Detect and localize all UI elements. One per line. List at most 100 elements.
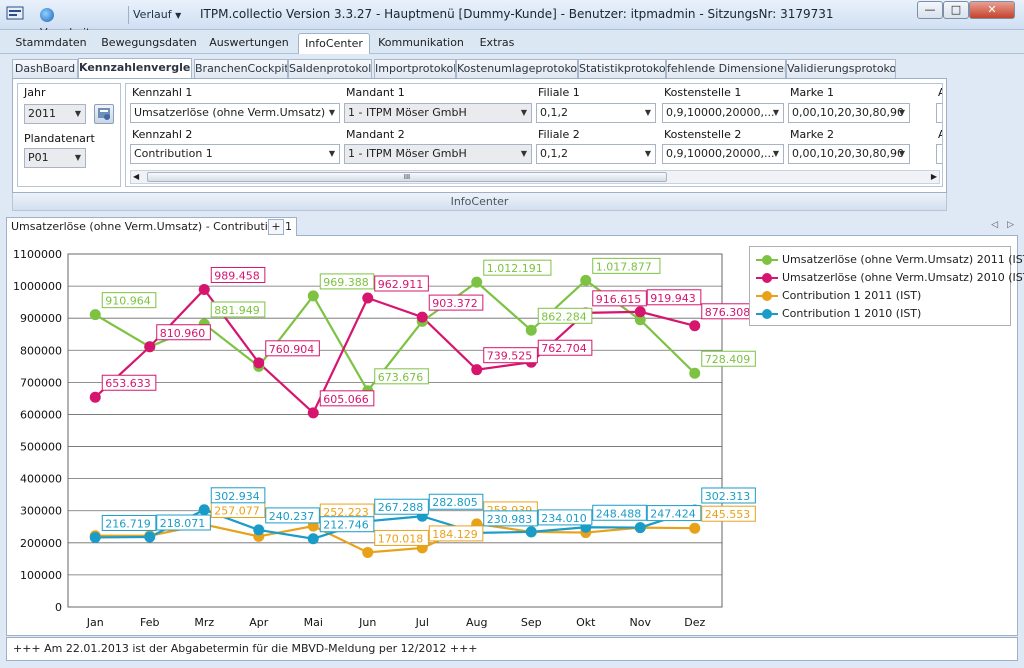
scroll-left-icon[interactable]: ◀ — [133, 172, 140, 181]
chevron-down-icon: ▼ — [328, 108, 336, 117]
data-label-2: 170.018 — [378, 532, 424, 545]
data-label-box-3 — [483, 510, 538, 527]
subtab-importprotokoll[interactable]: Importprotokoll — [374, 59, 456, 78]
filiale1-label: Filiale 1 — [538, 86, 580, 99]
series-line-3 — [95, 508, 696, 540]
tab-auswertungen[interactable]: Auswertungen — [209, 36, 289, 49]
data-point-2 — [689, 522, 701, 534]
kennzahl1-label: Kennzahl 1 — [132, 86, 193, 99]
tab-extras[interactable]: Extras — [479, 36, 515, 49]
extra1-label: A — [938, 86, 942, 99]
tab-bewegungsdaten[interactable]: Bewegungsdaten — [101, 36, 197, 49]
data-label-box-0 — [374, 368, 429, 385]
chevron-down-icon: ▼ — [74, 109, 82, 118]
line-chart: 0 100000 200000 300000 400000 500000 600000 700… — [13, 248, 756, 629]
y-tick-label: 500000 — [20, 441, 62, 454]
kostenstelle1-value: 0,9,10000,20000,... — [666, 106, 775, 119]
data-point-1 — [416, 311, 428, 323]
data-label-3: 240.237 — [269, 510, 315, 523]
data-label-box-3 — [210, 487, 266, 504]
mandant1-select[interactable]: 1 - ITPM Möser GmbH ▼ — [344, 103, 532, 123]
marke1-label: Marke 1 — [790, 86, 834, 99]
chart-tab[interactable]: Umsatzerlöse (ohne Verm.Umsatz) - Contri… — [6, 217, 297, 236]
scrollbar-thumb[interactable]: III — [147, 172, 667, 182]
title-bar: Verarbeitung Verlauf ▼ ITPM.collectio Ve… — [0, 0, 1024, 39]
x-tick-label: Jul — [415, 616, 429, 629]
kostenstelle1-select[interactable]: 0,9,10000,20000,... ▼ — [662, 103, 784, 123]
marke2-select[interactable]: 0,00,10,20,30,80,90 ▼ — [788, 144, 910, 164]
verarbeitung-button[interactable]: Verarbeitung — [40, 6, 120, 39]
data-label-box-0 — [210, 301, 266, 318]
data-point-2 — [362, 546, 374, 558]
tab-stammdaten[interactable]: Stammdaten — [15, 36, 87, 49]
jahr-select[interactable]: 2011 ▼ — [24, 104, 86, 124]
jahr-label: Jahr — [24, 86, 46, 99]
kostenstelle2-select[interactable]: 0,9,10000,20000,... ▼ — [662, 144, 784, 164]
infocenter-caption: InfoCenter — [12, 193, 947, 211]
x-tick-label: Jan — [86, 616, 104, 629]
extra1-select[interactable] — [936, 103, 942, 123]
filiale2-select[interactable]: 0,1,2 ▼ — [536, 144, 656, 164]
subtab-statistikprotokoll[interactable]: Statistikprotokoll — [578, 59, 666, 78]
tab-scroll-right-icon[interactable]: ▷ — [1007, 220, 1014, 230]
kostenstelle2-value: 0,9,10000,20000,... — [666, 147, 775, 160]
jahr-value: 2011 — [28, 107, 56, 120]
data-label-1: 810.960 — [160, 327, 206, 340]
data-label-box-1 — [646, 289, 702, 306]
app-menu-icon[interactable] — [6, 6, 26, 24]
tab-kommunikation[interactable]: Kommunikation — [378, 36, 464, 49]
data-label-1: 876.308 — [705, 306, 751, 319]
refresh-calc-icon[interactable] — [94, 104, 114, 124]
subtab-dashboard[interactable]: DashBoard — [12, 59, 78, 78]
kennzahl-group: Kennzahl 1 Mandant 1 Filiale 1 Kostenste… — [125, 83, 943, 187]
data-point-3 — [634, 522, 646, 534]
x-tick-label: Dez — [684, 616, 705, 629]
chevron-down-icon: ▼ — [644, 149, 652, 158]
chart-document-tabs: Umsatzerlöse (ohne Verm.Umsatz) - Contri… — [6, 216, 1018, 236]
x-tick-label: Jun — [358, 616, 376, 629]
extra2-select[interactable] — [936, 144, 942, 164]
kennzahl1-select[interactable]: Umsatzerlöse (ohne Verm.Umsatz) ▼ — [130, 103, 340, 123]
subtab-fehlende-dimensionen[interactable]: fehlende Dimensionen — [666, 59, 786, 78]
marke2-label: Marke 2 — [790, 128, 834, 141]
mandant2-select[interactable]: 1 - ITPM Möser GmbH ▼ — [344, 144, 532, 164]
filiale1-select[interactable]: 0,1,2 ▼ — [536, 103, 656, 123]
close-icon: ✕ — [987, 3, 997, 16]
globe-icon — [40, 8, 54, 22]
legend-marker-icon — [756, 291, 778, 301]
data-label-3: 282.805 — [432, 496, 478, 509]
minimize-button[interactable]: — — [917, 1, 943, 19]
plandatenart-select[interactable]: P01 ▼ — [24, 148, 86, 168]
maximize-button[interactable]: □ — [943, 1, 969, 19]
chevron-down-icon: ▼ — [644, 108, 652, 117]
add-tab-button[interactable]: + — [268, 219, 284, 235]
data-point-3 — [89, 531, 101, 543]
subtab-kennzahlenvergleich[interactable]: Kennzahlenvergleich — [78, 58, 192, 78]
horizontal-scrollbar[interactable]: ◀ III ▶ — [130, 170, 940, 184]
kennzahl2-select[interactable]: Contribution 1 ▼ — [130, 144, 340, 164]
x-tick-label: Mrz — [194, 616, 214, 629]
data-label-box-3 — [265, 507, 320, 524]
verlauf-label: Verlauf — [133, 8, 172, 21]
tab-scroll-left-icon[interactable]: ◁ — [991, 220, 998, 230]
filter-panel: Jahr 2011 ▼ Plandatenart P01 ▼ Kennzahl … — [12, 78, 947, 193]
subtab-saldenprotokoll[interactable]: Saldenprotokoll — [288, 59, 372, 78]
y-tick-label: 300000 — [20, 505, 62, 518]
mandant1-value: 1 - ITPM Möser GmbH — [348, 106, 467, 119]
mandant1-label: Mandant 1 — [346, 86, 405, 99]
subtab-branchencockpit[interactable]: BranchenCockpit — [194, 59, 288, 78]
subtab-kostenumlageprotokoll[interactable]: Kostenumlageprotokoll — [456, 59, 578, 78]
window-title: ITPM.collectio Version 3.3.27 - Hauptmen… — [200, 7, 834, 21]
verlauf-button[interactable]: Verlauf ▼ — [128, 6, 184, 24]
kennzahl1-value: Umsatzerlöse (ohne Verm.Umsatz) — [134, 106, 326, 119]
subtab-validierungsprotokoll[interactable]: Validierungsprotokoll — [786, 59, 896, 78]
data-label-0: 673.676 — [378, 371, 424, 384]
data-label-2: 257.077 — [214, 505, 260, 518]
close-button[interactable]: ✕ — [969, 1, 1015, 19]
jahr-group: Jahr 2011 ▼ Plandatenart P01 ▼ — [17, 83, 121, 187]
data-point-3 — [525, 526, 537, 538]
marke1-select[interactable]: 0,00,10,20,30,80,90 ▼ — [788, 103, 910, 123]
tab-infocenter[interactable]: InfoCenter — [298, 33, 370, 54]
scroll-right-icon[interactable]: ▶ — [930, 172, 937, 181]
data-label-3: 302.934 — [214, 490, 260, 503]
